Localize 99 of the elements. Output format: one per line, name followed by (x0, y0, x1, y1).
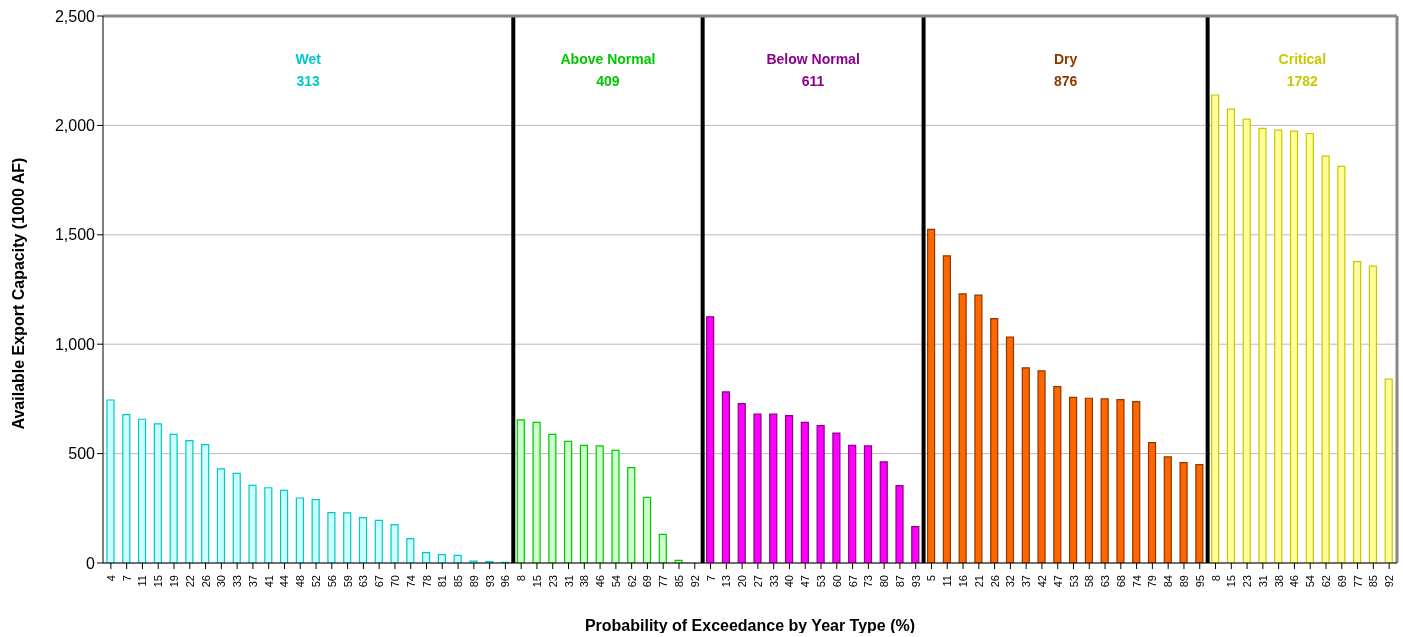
y-axis-title: Available Export Capacity (1000 AF) (9, 157, 27, 430)
x-tick-label: 8 (515, 575, 528, 582)
x-tick-label: 89 (467, 575, 480, 588)
x-tick-label: 56 (325, 575, 338, 588)
x-tick-label: 15 (152, 575, 165, 588)
x-tick-label: 93 (483, 575, 496, 588)
y-tick-label: 500 (68, 445, 96, 463)
y-tick-label: 0 (86, 554, 96, 572)
text: Dry (1052, 50, 1079, 69)
x-tick-label: 46 (594, 575, 607, 588)
x-tick-label: 67 (373, 575, 386, 588)
x-tick-label: 73 (862, 575, 875, 588)
x-tick-label: 69 (641, 575, 654, 588)
x-tick-label: 89 (1177, 575, 1190, 588)
x-tick-label: 37 (246, 575, 259, 588)
x-tick-label: 27 (751, 575, 764, 588)
x-tick-label: 11 (941, 575, 954, 587)
x-tick-label: 13 (720, 575, 733, 588)
x-tick-label: 84 (1162, 575, 1175, 588)
y-tick-label: 1,500 (54, 226, 96, 244)
x-tick-label: 46 (1288, 575, 1301, 588)
x-tick-label: 38 (578, 575, 591, 588)
annotation: 313 (295, 72, 321, 91)
x-tick-label: 8 (1209, 575, 1222, 582)
x-tick-label: 40 (783, 575, 796, 588)
x-tick-label: 87 (893, 575, 906, 588)
x-tick-label: 22 (183, 575, 196, 588)
x-tick-label: 23 (546, 575, 559, 588)
x-tick-label: 7 (704, 575, 717, 582)
x-tick-label: 54 (1304, 575, 1317, 588)
x-tick-label: 70 (388, 575, 401, 588)
x-tick-label: 15 (530, 575, 543, 588)
x-tick-label: 53 (815, 575, 828, 588)
x-tick-label: 58 (1083, 575, 1096, 588)
x-tick-label: 42 (1035, 575, 1048, 588)
x-tick-label: 67 (846, 575, 859, 588)
text: Wet (294, 50, 322, 69)
x-tick-label: 11 (136, 575, 149, 587)
x-tick-label: 44 (278, 575, 291, 588)
x-tick-label: 74 (1130, 575, 1143, 588)
x-tick-label: 63 (357, 575, 370, 588)
x-tick-label: 59 (341, 575, 354, 588)
x-tick-label: 47 (799, 575, 812, 588)
text: Above Normal (559, 50, 657, 69)
x-tick-label: 92 (688, 575, 701, 588)
x-tick-label: 38 (1272, 575, 1285, 588)
x-tick-label: 60 (830, 575, 843, 588)
x-tick-label: 63 (1099, 575, 1112, 588)
x-tick-label: 96 (499, 575, 512, 588)
x-tick-label: 85 (452, 575, 465, 588)
x-tick-label: 92 (1383, 575, 1396, 588)
x-tick-label: 48 (294, 575, 307, 588)
x-tick-label: 16 (957, 575, 970, 588)
x-tick-label: 7 (120, 575, 133, 582)
text: Critical (1277, 50, 1328, 69)
x-tick-label: 77 (657, 575, 670, 588)
x-tick-label: 68 (1114, 575, 1127, 588)
x-tick-label: 95 (1193, 575, 1206, 588)
x-tick-label: 31 (562, 575, 575, 588)
x-tick-label: 20 (736, 575, 749, 588)
x-tick-label: 21 (972, 575, 985, 588)
x-tick-label: 62 (625, 575, 638, 588)
x-tick-label: 69 (1335, 575, 1348, 588)
x-tick-label: 85 (672, 575, 685, 588)
annotation: 876 (1052, 72, 1079, 91)
x-tick-label: 31 (1256, 575, 1269, 588)
x-tick-label: 5 (925, 575, 938, 582)
x-tick-label: 62 (1319, 575, 1332, 588)
annotation: 611 (800, 72, 826, 91)
x-tick-label: 77 (1351, 575, 1364, 588)
y-tick-label: 2,000 (54, 117, 96, 135)
x-tick-label: 33 (231, 575, 244, 588)
x-tick-label: 53 (1067, 575, 1080, 588)
x-tick-label: 54 (609, 575, 622, 588)
x-tick-label: 93 (909, 575, 922, 588)
x-tick-label: 37 (1020, 575, 1033, 588)
x-tick-label: 30 (215, 575, 228, 588)
x-tick-label: 81 (436, 575, 449, 588)
annotation: 409 (595, 72, 621, 91)
text: Below Normal (765, 50, 861, 69)
x-tick-label: 80 (878, 575, 891, 588)
x-tick-label: 41 (262, 575, 275, 588)
annotation: 1782 (1285, 72, 1319, 91)
x-tick-label: 26 (199, 575, 212, 588)
x-tick-label: 33 (767, 575, 780, 588)
y-tick-label: 1,000 (54, 335, 96, 353)
x-tick-label: 78 (420, 575, 433, 588)
x-tick-label: 32 (1004, 575, 1017, 588)
x-tick-label: 79 (1146, 575, 1159, 588)
x-tick-label: 26 (988, 575, 1001, 588)
x-tick-label: 52 (310, 575, 323, 588)
x-tick-label: 47 (1051, 575, 1064, 588)
x-tick-label: 74 (404, 575, 417, 588)
x-tick-label: 19 (168, 575, 181, 588)
x-tick-label: 15 (1225, 575, 1238, 588)
x-tick-label: 85 (1367, 575, 1380, 588)
x-tick-label: 23 (1241, 575, 1254, 588)
x-tick-label: 4 (104, 575, 117, 582)
y-tick-label: 2,500 (54, 7, 96, 25)
